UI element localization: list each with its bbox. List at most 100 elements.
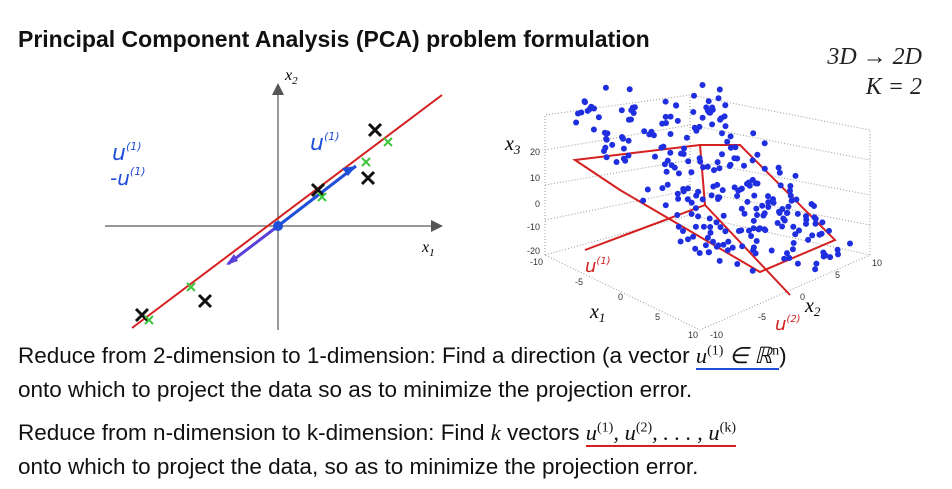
scatter-dot	[720, 212, 727, 219]
text: (1)	[707, 343, 724, 359]
scatter-dot	[714, 159, 721, 166]
scatter-dot	[719, 187, 726, 194]
scatter-dot	[710, 238, 716, 245]
scatter-dot	[759, 202, 766, 209]
scatter-dot	[601, 148, 607, 154]
scatter-dot	[788, 197, 795, 204]
text: 2	[814, 304, 821, 319]
scatter-dot	[748, 233, 755, 239]
note: u(1)	[310, 130, 340, 156]
scatter-dot	[750, 244, 757, 251]
scatter-dot	[620, 145, 627, 152]
scatter-dot	[819, 219, 826, 226]
scatter-dot	[626, 86, 633, 93]
scatter-dot	[741, 162, 747, 169]
x-tick-label: 10	[688, 330, 698, 340]
scatter-dot	[662, 202, 669, 209]
scatter-dot	[737, 186, 744, 193]
scatter-dot	[715, 242, 722, 249]
body-line: onto which to project the data, so as to…	[18, 454, 698, 480]
scatter-dot	[749, 267, 756, 274]
scatter-dot	[662, 98, 669, 105]
x-axis-label: x1	[589, 301, 605, 325]
scatter-dot	[787, 192, 794, 199]
scatter-dot	[794, 260, 801, 267]
scatter-dot	[790, 240, 797, 246]
text: (2)	[786, 314, 800, 325]
scatter-dot	[809, 232, 816, 239]
scatter-dot	[796, 227, 802, 234]
scatter-dot	[671, 164, 678, 171]
scatter-dot	[625, 137, 632, 144]
scatter-dot	[690, 109, 697, 115]
scatter-dot	[685, 185, 691, 192]
scatter-dot	[609, 141, 616, 148]
scatter-dot	[732, 144, 739, 151]
scatter-dot	[734, 261, 741, 267]
scatter-dot	[700, 223, 707, 230]
scatter-dot	[812, 266, 819, 273]
scatter-dot	[783, 210, 790, 216]
text: x	[804, 295, 814, 317]
text: -u	[110, 166, 130, 190]
text: u	[775, 314, 786, 335]
scatter-dot	[707, 229, 714, 236]
scatter-dot	[640, 197, 647, 204]
scatter-dot	[685, 158, 692, 165]
scatter-dot	[595, 114, 602, 121]
scatter-dot	[751, 192, 758, 199]
scatter-dot	[715, 196, 721, 202]
scatter-dot	[688, 211, 695, 217]
scatter-dot	[699, 196, 706, 203]
scatter-dot	[711, 167, 717, 174]
scatter-dot	[664, 181, 671, 188]
scatter-dot	[673, 102, 679, 109]
scatter-dot	[717, 116, 724, 123]
scatter-dot	[667, 149, 674, 156]
text: (1)	[596, 256, 610, 267]
y-tick-label: 0	[800, 292, 805, 302]
scatter-dot	[725, 238, 732, 245]
body-line: Reduce from n-dimension to k-dimension: …	[18, 420, 736, 447]
y-tick-label: -10	[710, 330, 723, 340]
scatter-dot	[761, 140, 768, 147]
scatter-dot	[704, 163, 711, 170]
scatter-dot	[739, 243, 746, 250]
scatter-dot	[775, 164, 782, 171]
scatter-dot	[835, 251, 841, 258]
scatter-dot	[753, 238, 760, 244]
scatter-dot	[803, 216, 810, 223]
note: -u(1)	[110, 165, 146, 190]
x-tick-label: 5	[655, 312, 660, 322]
right-plot: x3 x1 x2 20 10 0 -10 -20 -10 -5 0 5 10 -…	[504, 82, 882, 340]
scatter-dot	[779, 223, 786, 230]
scatter-dot	[727, 133, 734, 140]
scatter-dot	[629, 104, 636, 111]
body-line: Reduce from 2-dimension to 1-dimension: …	[18, 343, 787, 370]
scatter-dot	[727, 144, 734, 151]
scatter-dot	[705, 249, 712, 256]
scatter-dot	[719, 151, 725, 158]
scatter-dot	[658, 144, 665, 151]
scatter-dot	[716, 86, 723, 93]
text: n	[772, 343, 780, 359]
z-tick-label: -20	[527, 246, 540, 256]
text: (1)	[130, 165, 146, 178]
scatter-dot	[692, 223, 699, 230]
scatter-dot	[818, 230, 825, 237]
scatter-dot	[646, 131, 653, 138]
scatter-dot	[625, 116, 632, 123]
scatter-dot	[667, 131, 674, 137]
scatter-dot	[744, 198, 751, 205]
scatter-dot	[705, 98, 712, 105]
scatter-dot	[787, 187, 793, 194]
scatter-dot	[790, 223, 797, 230]
scatter-dot	[680, 151, 687, 157]
text: u	[112, 141, 126, 166]
text: x	[589, 301, 599, 323]
scatter-dot	[765, 199, 772, 206]
text: (k)	[719, 420, 736, 436]
note: u(1)	[585, 256, 611, 277]
y-tick-label: -5	[758, 312, 766, 322]
text: , u	[613, 420, 636, 445]
